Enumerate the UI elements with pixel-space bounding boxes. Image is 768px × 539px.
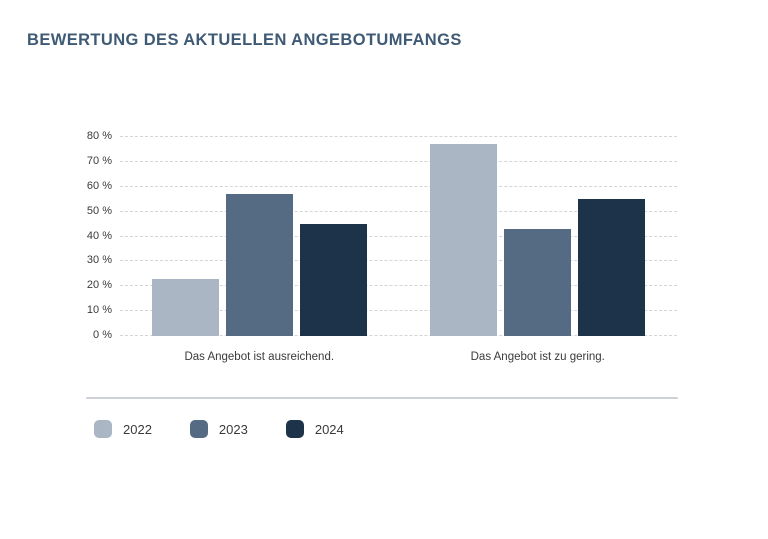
gridline bbox=[120, 136, 677, 137]
gridline bbox=[120, 285, 677, 287]
legend: 2022 2023 2024 bbox=[94, 420, 344, 438]
y-axis-tick-label: 30 % bbox=[86, 254, 112, 267]
legend-label: 2024 bbox=[314, 421, 344, 437]
bar-2022 bbox=[430, 144, 498, 336]
legend-item: 2022 bbox=[94, 420, 152, 438]
y-axis-tick-label: 70 % bbox=[86, 154, 112, 167]
legend-swatch-2022 bbox=[94, 420, 112, 438]
gridline bbox=[120, 260, 677, 262]
bar-2024 bbox=[578, 199, 646, 336]
legend-label: 2023 bbox=[218, 421, 248, 437]
legend-label: 2022 bbox=[123, 421, 152, 437]
bar-2022 bbox=[151, 278, 219, 336]
gridline bbox=[120, 160, 677, 162]
x-axis-category-label: Das Angebot ist zu gering. bbox=[470, 351, 605, 363]
legend-swatch-2024 bbox=[285, 420, 304, 438]
y-axis-tick-label: 0 % bbox=[93, 329, 112, 341]
y-axis-tick-label: 10 % bbox=[86, 304, 112, 317]
gridline bbox=[120, 210, 677, 212]
y-axis-tick-label: 80 % bbox=[86, 130, 112, 142]
divider-line bbox=[86, 397, 678, 399]
y-axis-tick-label: 60 % bbox=[86, 179, 112, 192]
y-axis-tick-label: 40 % bbox=[86, 229, 112, 242]
gridline bbox=[120, 335, 677, 336]
bar-2023 bbox=[504, 229, 572, 336]
bar-2023 bbox=[225, 194, 293, 336]
y-axis-tick-label: 20 % bbox=[86, 279, 112, 292]
gridline bbox=[120, 185, 677, 187]
bar-2024 bbox=[299, 224, 367, 336]
plot-area bbox=[120, 136, 677, 336]
chart-title: BEWERTUNG DES AKTUELLEN ANGEBOTUMFANGS bbox=[27, 31, 462, 49]
legend-item: 2023 bbox=[189, 420, 248, 438]
y-axis-tick-label: 50 % bbox=[86, 204, 112, 217]
gridline bbox=[120, 310, 677, 312]
legend-swatch-2023 bbox=[189, 420, 208, 438]
x-axis-category-label: Das Angebot ist ausreichend. bbox=[184, 351, 335, 363]
gridline bbox=[120, 235, 677, 237]
legend-item: 2024 bbox=[285, 420, 344, 438]
